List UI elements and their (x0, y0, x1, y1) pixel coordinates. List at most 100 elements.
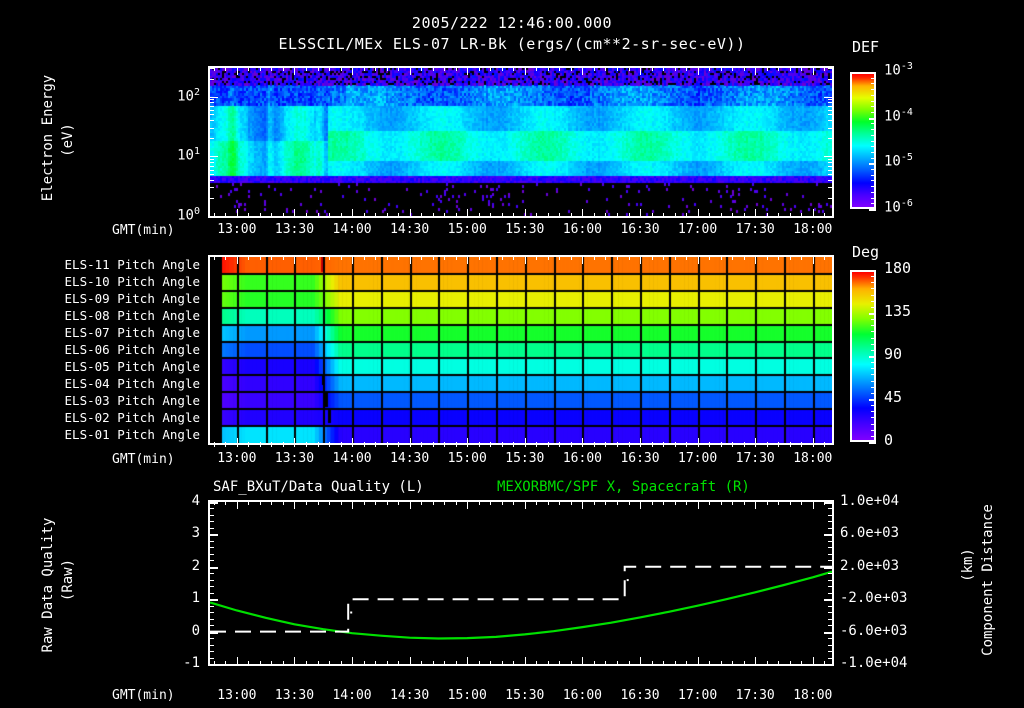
pitch-xtick (605, 255, 606, 260)
spectrogram-xtick (582, 66, 583, 75)
pitch-xtick-label: 17:00 (678, 451, 718, 466)
deg-colorbar-minor-tick (871, 381, 876, 382)
spectrogram-xtick (767, 213, 768, 218)
spectrogram-ytick-minor (208, 114, 214, 115)
def-tick-mantissa: 10 (884, 199, 901, 216)
bottom-ytick-left-minor (208, 502, 214, 503)
bottom-xtick-label: 17:30 (735, 688, 775, 703)
def-colorbar-minor-tick (871, 152, 876, 153)
spectrogram-xtick-label: 15:30 (505, 222, 545, 237)
spectrogram-xtick (329, 213, 330, 218)
spectrogram-xtick (571, 213, 572, 218)
def-colorbar-tick (869, 118, 876, 120)
spectrogram-ytick-minor (208, 102, 214, 103)
bottom-xtick (352, 657, 353, 666)
pitch-xtick (709, 255, 710, 260)
bottom-xtick (364, 500, 365, 505)
spectrogram-xtick (548, 66, 549, 71)
spectrogram-xtick (225, 213, 226, 218)
def-colorbar-tick-label: 10-6 (884, 198, 913, 216)
spectrogram-ytick-minor (208, 174, 214, 175)
deg-colorbar-minor-tick (871, 405, 876, 406)
spectrogram-ytick-minor (208, 180, 214, 181)
def-colorbar-minor-tick (871, 106, 876, 107)
pitch-xtick-label: 16:30 (620, 451, 660, 466)
pitch-xtick (352, 438, 353, 447)
spectrogram-xtick (525, 209, 526, 218)
spectrogram-xtick (444, 66, 445, 71)
bottom-ytick-right-minor (828, 625, 834, 626)
bottom-xtick (675, 500, 676, 505)
spectrogram-xtick-label: 16:00 (562, 222, 602, 237)
pitch-xtick (801, 442, 802, 447)
spectrogram-xtick (663, 66, 664, 71)
spectrogram-xtick (237, 66, 238, 75)
bottom-ytick-left (208, 664, 218, 666)
pitch-xtick (294, 255, 295, 264)
bottom-ytick-left-label: 0 (191, 623, 200, 639)
bottom-ytick-right-label: 2.0e+03 (840, 558, 900, 574)
pitch-xtick (306, 255, 307, 260)
bottom-xtick (225, 500, 226, 505)
bottom-ytick-left-minor (208, 515, 214, 516)
pitch-xtick (525, 438, 526, 447)
spectrogram-xtick (675, 213, 676, 218)
bottom-xtick-label: 15:00 (447, 688, 487, 703)
timestamp-title: 2005/222 12:46:00.000 (411, 14, 613, 32)
spectrogram-xtick (640, 209, 641, 218)
def-colorbar-minor-tick (871, 101, 876, 102)
bottom-ytick-left-minor (208, 554, 214, 555)
spectrogram-xtick (318, 213, 319, 218)
def-colorbar-minor-tick (871, 78, 876, 79)
pitch-xtick (767, 255, 768, 260)
deg-colorbar-tick-label: 135 (884, 302, 912, 320)
def-colorbar (850, 72, 876, 209)
bottom-xtick (283, 661, 284, 666)
bottom-ytick-right-minor (828, 593, 834, 594)
pitch-xtick (318, 442, 319, 447)
spectrogram-ytick-minor (208, 166, 214, 167)
bottom-ylabel-right-units: (km) (960, 520, 976, 610)
pitch-xtick (652, 442, 653, 447)
spectrogram-ytick-minor (208, 159, 214, 160)
bottom-xtick (744, 661, 745, 666)
bottom-xtick (479, 500, 480, 505)
spectrogram-xtick (490, 213, 491, 218)
pitch-xtick (410, 255, 411, 264)
pitch-xtick (548, 255, 549, 260)
spectrogram-ylabel-text: Electron Energy (40, 74, 56, 202)
bottom-ytick-left-label: 2 (191, 558, 200, 574)
bottom-xtick (605, 500, 606, 505)
bottom-ylabel-left-text: Raw Data Quality (40, 517, 56, 653)
pitch-xtick (617, 442, 618, 447)
bottom-xlabel: GMT(min) (112, 688, 175, 703)
bottom-xtick (294, 657, 295, 666)
spectrogram-ytick-minor (208, 162, 214, 163)
pitch-xtick (629, 255, 630, 260)
pitch-xtick (260, 442, 261, 447)
spectrogram-xtick (398, 66, 399, 71)
deg-colorbar-minor-tick (871, 288, 876, 289)
spectrogram-xtick (214, 213, 215, 218)
bottom-ytick-left-label: 4 (191, 493, 200, 509)
deg-colorbar-tick-label: 45 (884, 388, 903, 406)
pitch-xtick (387, 442, 388, 447)
bottom-xtick (513, 500, 514, 505)
pitch-xtick (663, 442, 664, 447)
bottom-xtick (801, 661, 802, 666)
spectrogram-xtick (225, 66, 226, 71)
deg-colorbar-minor-tick (871, 356, 876, 357)
bottom-xtick (594, 661, 595, 666)
pitch-xtick (767, 442, 768, 447)
bottom-ytick-left-minor (208, 580, 214, 581)
spectrogram-xtick (629, 66, 630, 71)
spectrogram-xtick-label: 13:00 (217, 222, 257, 237)
spectrogram-xtick-label: 14:30 (390, 222, 430, 237)
bottom-ytick-right-minor (828, 580, 834, 581)
bottom-title-left: SAF_BXuT/Data Quality (L) (213, 479, 424, 495)
pitch-xtick (594, 442, 595, 447)
bottom-xtick (813, 500, 814, 509)
spectrogram-xtick (318, 66, 319, 71)
pitch-xtick (778, 255, 779, 260)
bottom-xtick (755, 500, 756, 509)
